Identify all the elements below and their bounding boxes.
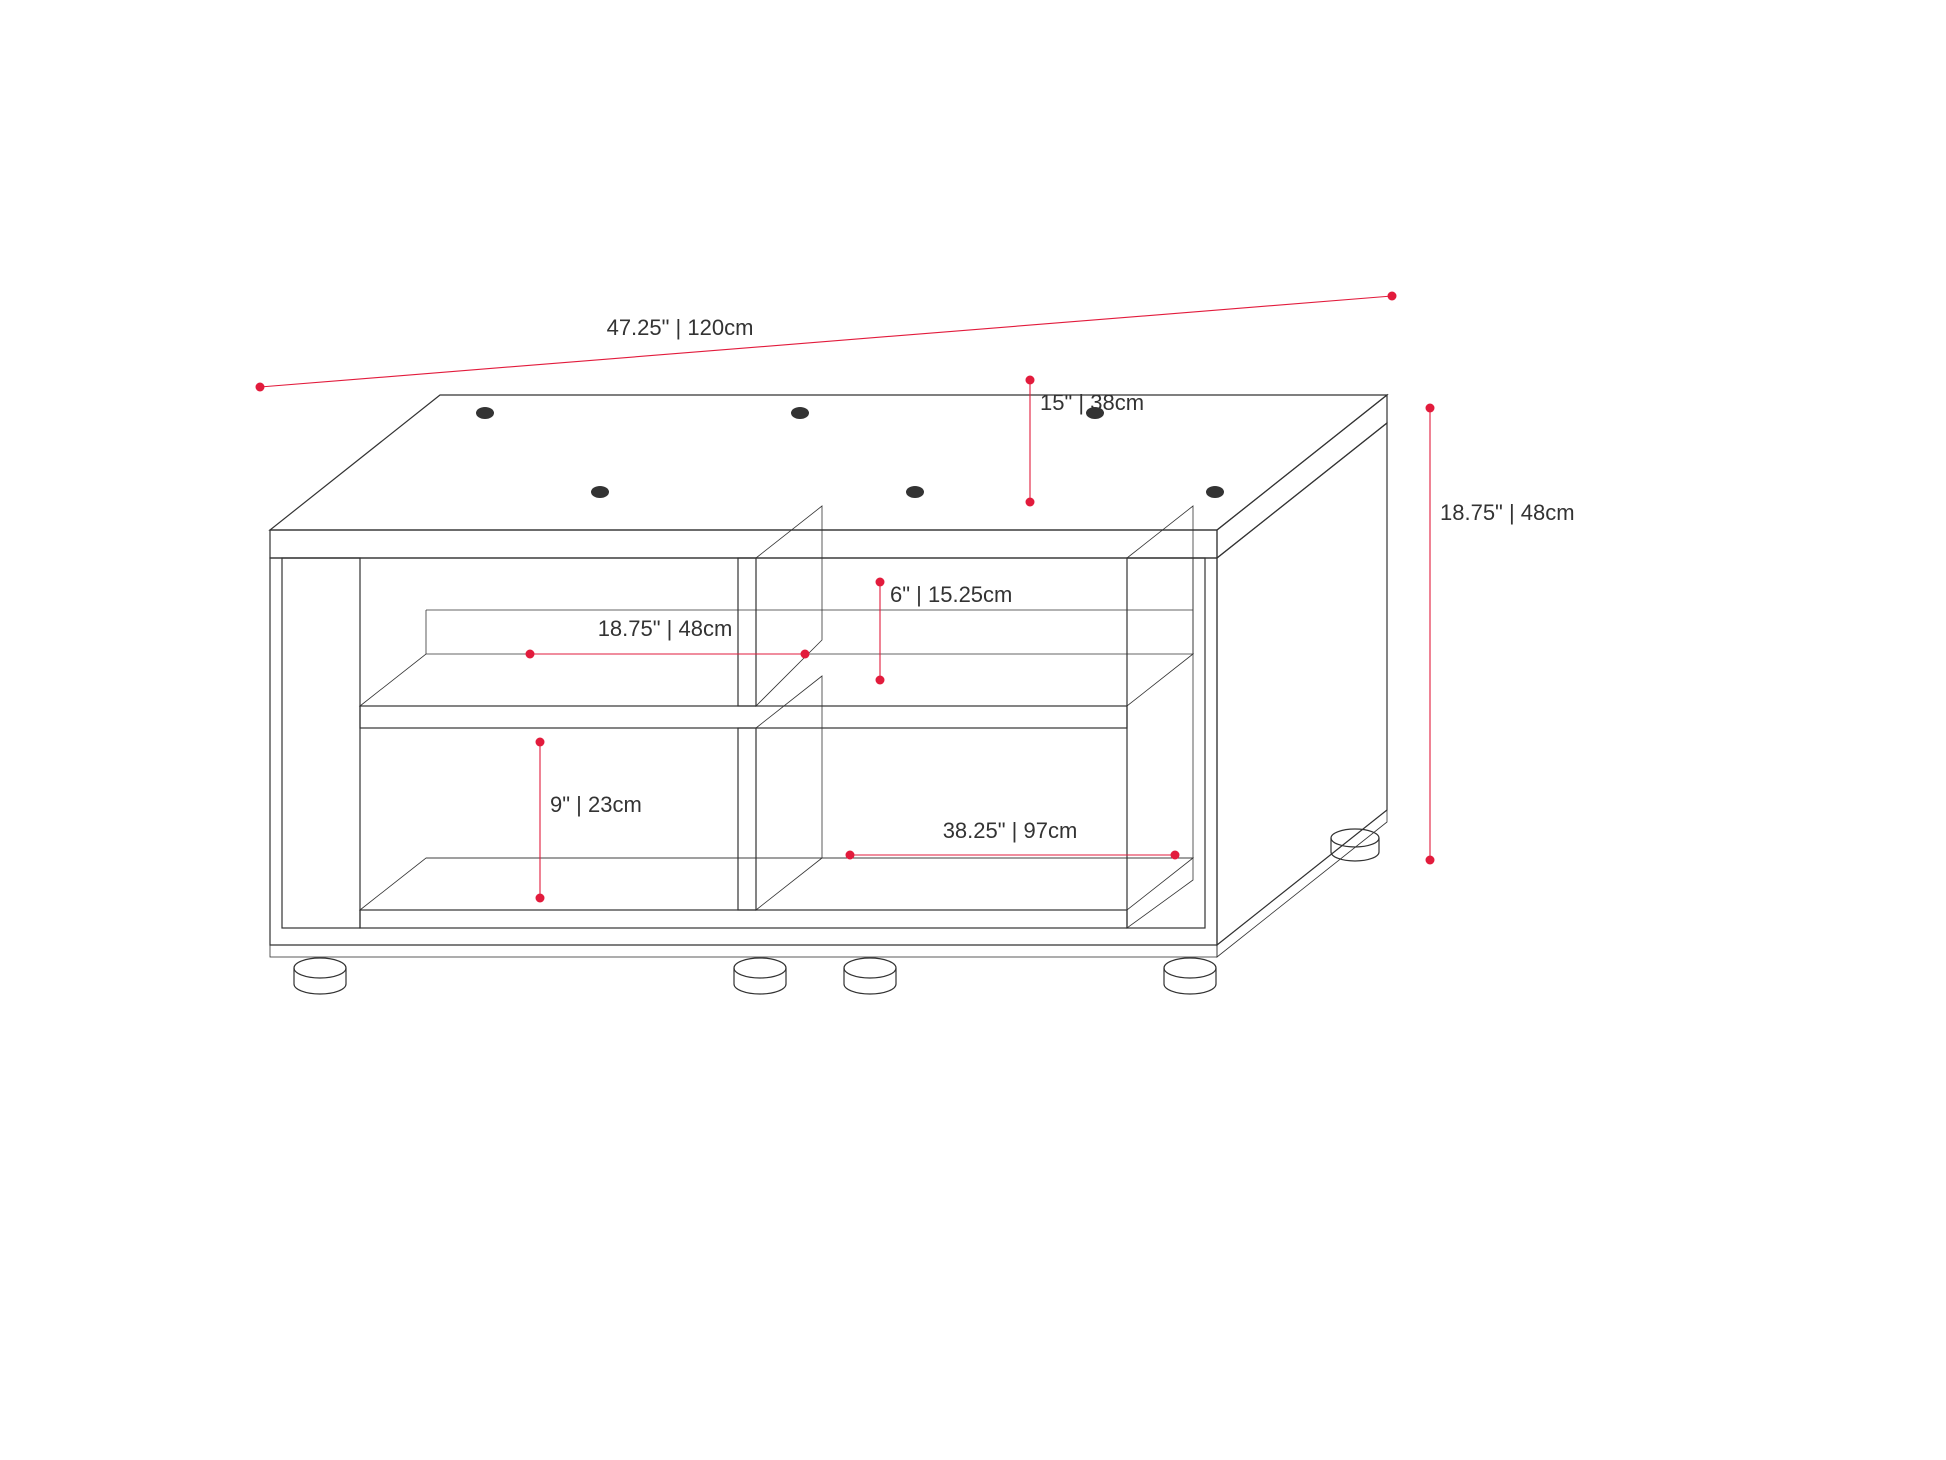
- lower-divider: [738, 728, 756, 910]
- foot: [1164, 958, 1216, 994]
- feet: [294, 829, 1379, 994]
- right-pillar-reveal: [1127, 506, 1193, 928]
- foot: [844, 958, 896, 994]
- right-side-outer: [1217, 423, 1387, 945]
- dim-depth: 15" | 38cm: [1026, 376, 1145, 507]
- foot: [294, 958, 346, 994]
- top-face: [270, 395, 1387, 530]
- dim-width: 47.25" | 120cm: [256, 292, 1397, 392]
- diagram: 47.25" | 120cm 15" | 38cm 18.75" | 48cm …: [0, 0, 1946, 1460]
- dim-upper-opening: 6" | 15.25cm: [876, 578, 1013, 685]
- front-face: [270, 558, 1217, 945]
- top-front-edge: [270, 530, 1217, 558]
- dim-width-label: 47.25" | 120cm: [607, 315, 754, 340]
- shelf-top: [360, 654, 1193, 706]
- top-holes: [476, 407, 1224, 498]
- left-pillar-front: [282, 558, 360, 928]
- dim-height: 18.75" | 48cm: [1426, 404, 1575, 865]
- shelf-front: [360, 706, 1127, 728]
- bottom-front: [360, 910, 1127, 928]
- dim-shelf-width-label: 18.75" | 48cm: [598, 616, 733, 641]
- top-right-edge: [1217, 395, 1387, 558]
- foot: [734, 958, 786, 994]
- dim-inner-width-label: 38.25" | 97cm: [943, 818, 1078, 843]
- dim-upper-opening-label: 6" | 15.25cm: [890, 582, 1012, 607]
- tv-stand-drawing: [270, 395, 1387, 994]
- dim-lower-opening: 9" | 23cm: [536, 738, 642, 903]
- dim-inner-width: 38.25" | 97cm: [846, 818, 1180, 860]
- toe-kick: [270, 945, 1217, 957]
- upper-divider: [738, 558, 756, 706]
- dim-depth-label: 15" | 38cm: [1040, 390, 1144, 415]
- dimensions: 47.25" | 120cm 15" | 38cm 18.75" | 48cm …: [256, 292, 1575, 903]
- dim-lower-opening-label: 9" | 23cm: [550, 792, 642, 817]
- dim-height-label: 18.75" | 48cm: [1440, 500, 1575, 525]
- dim-shelf-width: 18.75" | 48cm: [526, 616, 810, 659]
